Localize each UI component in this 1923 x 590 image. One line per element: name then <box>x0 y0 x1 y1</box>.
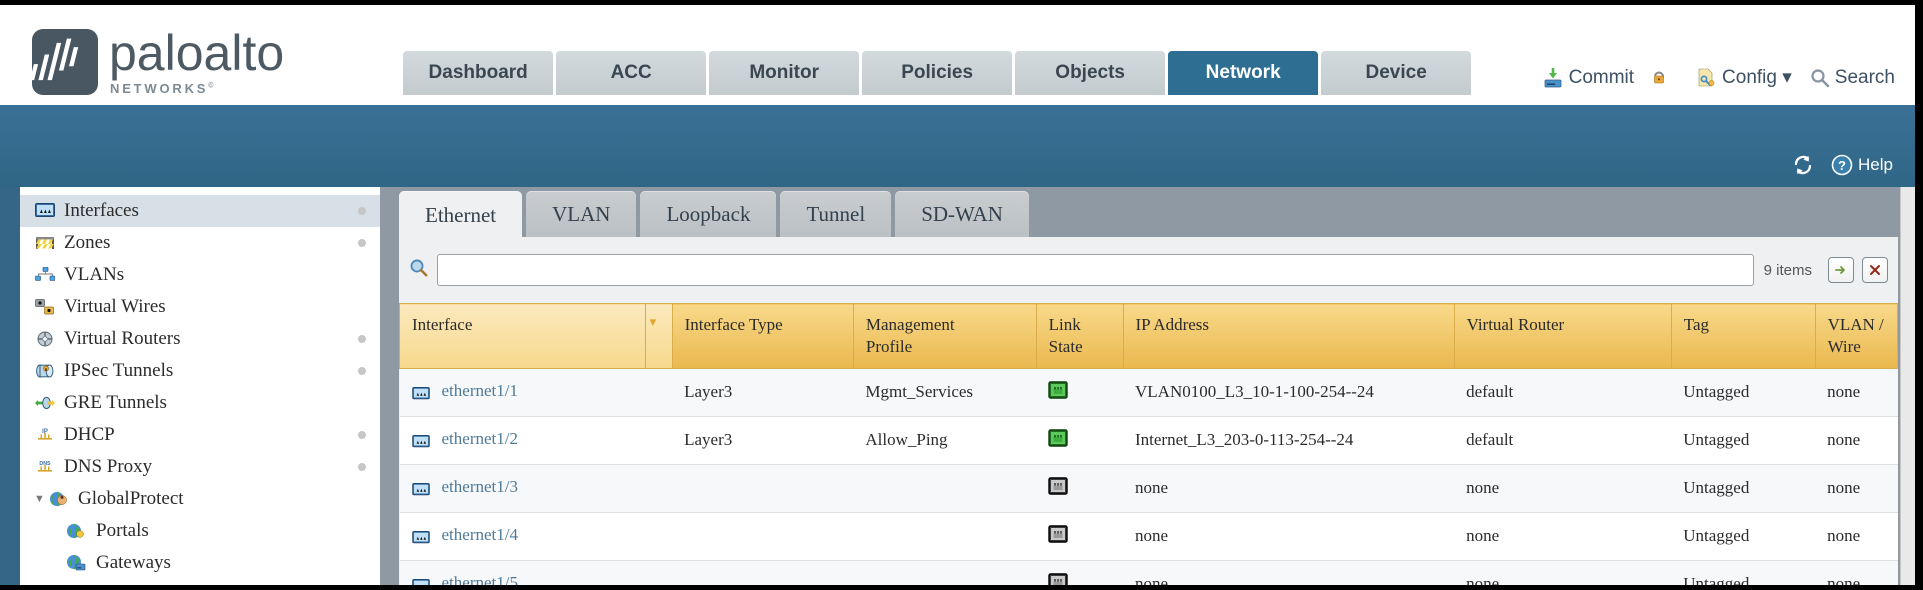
svg-text:?: ? <box>1838 158 1846 173</box>
